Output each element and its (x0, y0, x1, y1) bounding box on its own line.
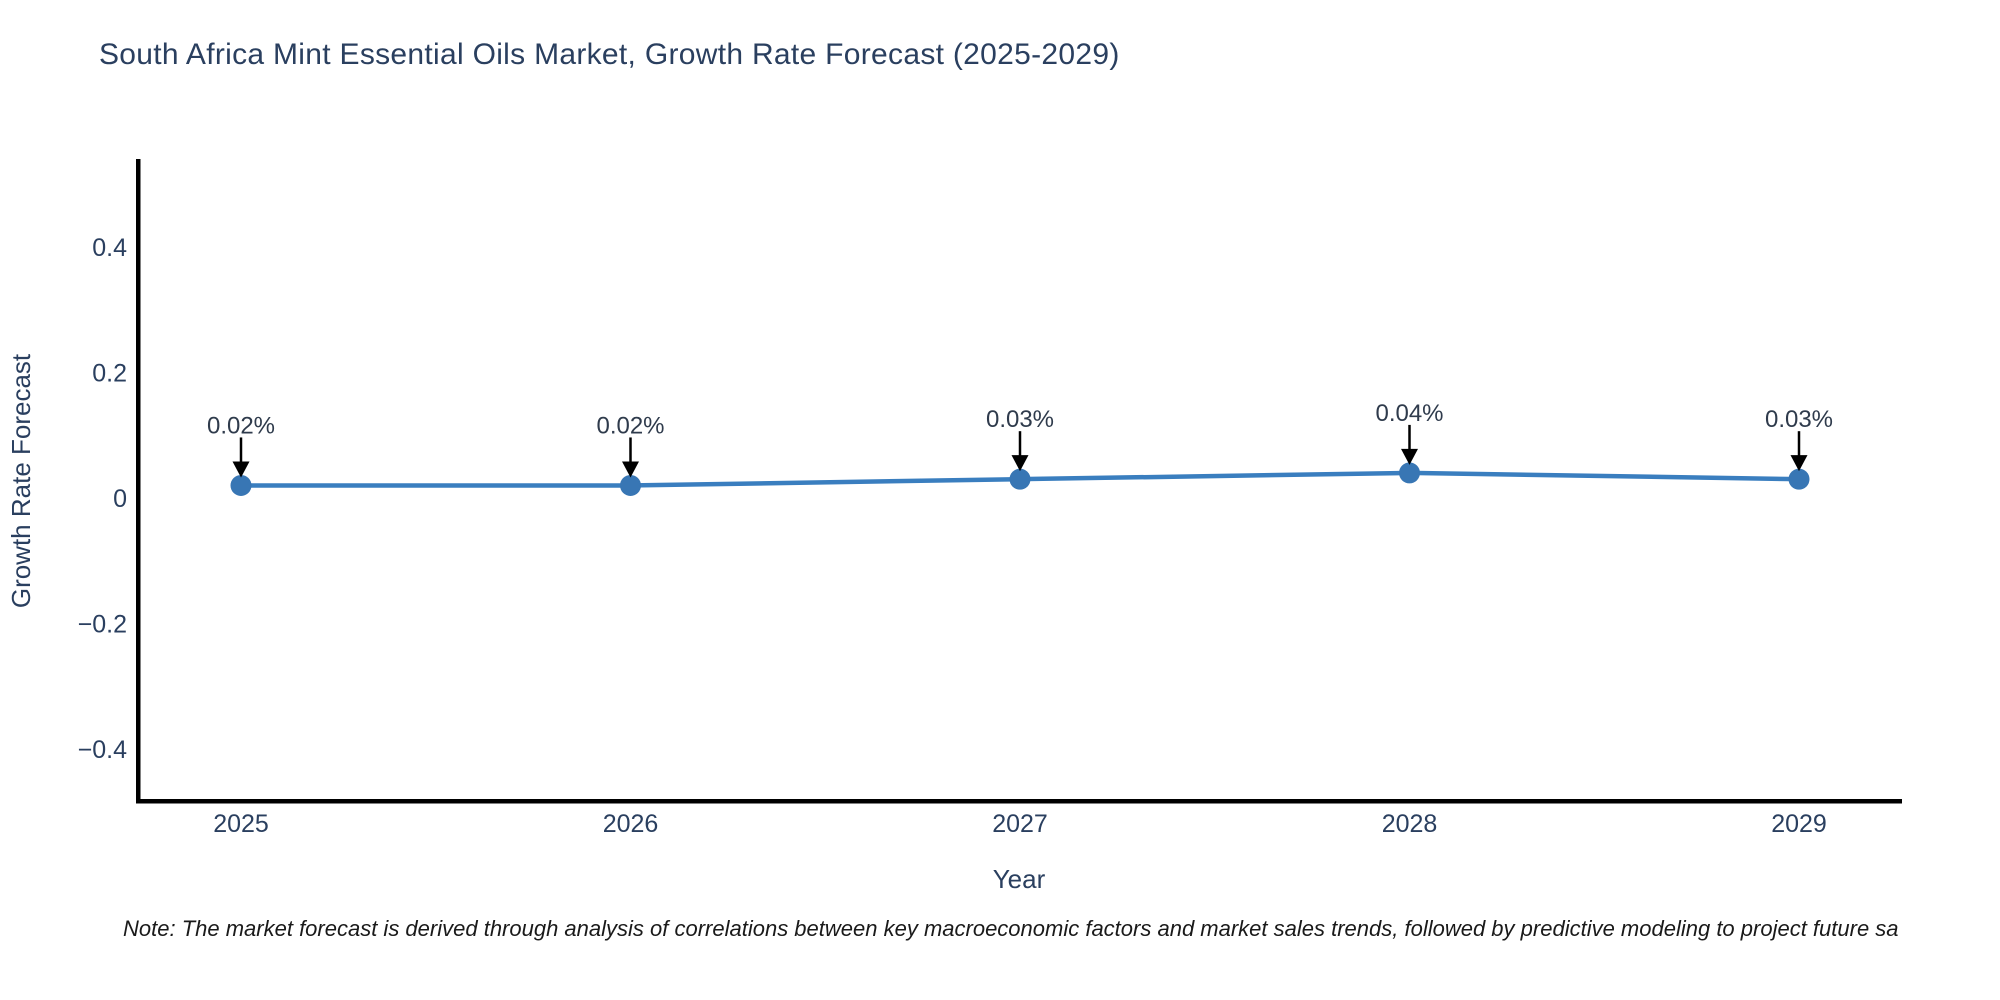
footnote: Note: The market forecast is derived thr… (123, 916, 1899, 941)
data-point-marker[interactable] (620, 474, 641, 496)
y-axis-line (136, 159, 141, 803)
data-point-label: 0.03% (1765, 406, 1833, 433)
x-tick-label: 2026 (603, 810, 659, 838)
data-point-label: 0.02% (207, 412, 275, 439)
plot-area: 0.4 0.2 0 −0.2 −0.4 2025 2026 2027 2028 2029 0.02%… (78, 159, 1902, 838)
y-axis-title: Growth Rate Forecast (6, 353, 36, 608)
annotation-arrowhead-icon (622, 461, 639, 478)
annotation-arrowhead-icon (1401, 448, 1418, 465)
x-tick-label: 2027 (992, 810, 1048, 838)
y-tick-label: 0 (113, 485, 127, 513)
data-point-label: 0.03% (986, 406, 1054, 433)
data-point-marker[interactable] (1009, 468, 1031, 490)
annotation-arrowhead-icon (1011, 455, 1029, 472)
y-tick-label: −0.4 (78, 736, 127, 764)
y-tick-label: 0.2 (92, 360, 127, 388)
x-axis-title: Year (993, 864, 1046, 894)
annotation-arrowhead-icon (232, 461, 250, 478)
data-point-label: 0.02% (596, 412, 664, 439)
x-tick-label: 2028 (1382, 810, 1438, 838)
y-tick-label: 0.4 (92, 234, 127, 262)
chart-title: South Africa Mint Essential Oils Market,… (99, 38, 1120, 71)
data-point-marker[interactable] (1399, 462, 1420, 484)
x-tick-label: 2025 (213, 810, 269, 838)
data-point-marker[interactable] (1788, 468, 1810, 490)
y-tick-label: −0.2 (78, 611, 127, 639)
x-axis-line (136, 799, 1902, 804)
annotation-arrowhead-icon (1790, 455, 1808, 472)
x-tick-label: 2029 (1771, 810, 1827, 838)
data-point-label: 0.04% (1375, 400, 1443, 427)
data-point-marker[interactable] (230, 474, 252, 496)
